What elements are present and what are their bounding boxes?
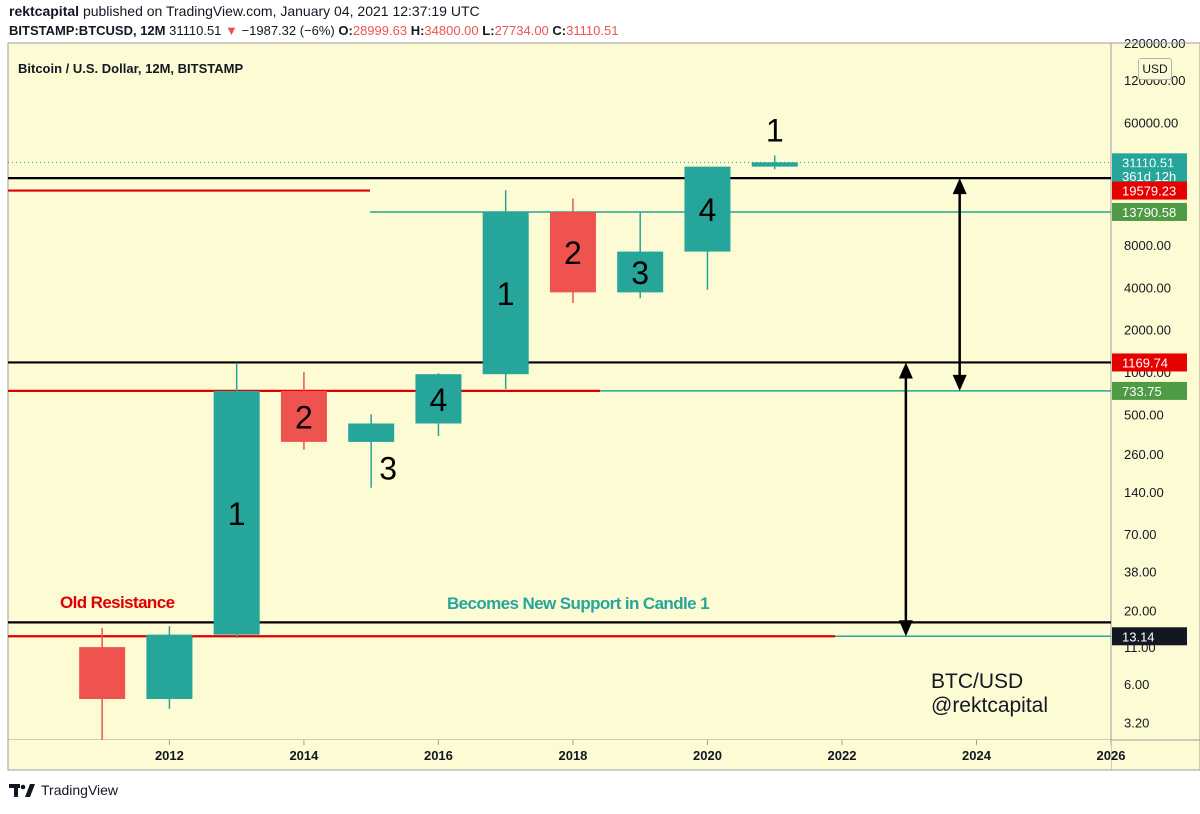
high-label: H: xyxy=(410,23,425,38)
candle-count-label: 2 xyxy=(295,399,313,435)
new-support-label: Becomes New Support in Candle 1 xyxy=(447,594,709,613)
publish-date: published on TradingView.com, January 04… xyxy=(82,3,480,19)
tradingview-logo-icon xyxy=(9,784,35,797)
candle-body xyxy=(348,423,395,442)
footer-brand[interactable]: TradingView xyxy=(9,782,118,798)
price-label-value: 1169.74 xyxy=(1122,355,1168,370)
price-change: −1987.32 (−6%) xyxy=(241,23,335,38)
time-tick-label: 2012 xyxy=(155,748,184,763)
candle-body xyxy=(684,166,731,252)
price-tick-label: 260.00 xyxy=(1124,447,1164,462)
low-label: L: xyxy=(482,23,495,38)
candle-count-label: 3 xyxy=(379,451,397,487)
time-tick-label: 2026 xyxy=(1097,748,1126,763)
high-value: 34800.00 xyxy=(424,23,479,38)
currency-button[interactable]: USD xyxy=(1138,58,1172,80)
arrow-head-down-icon xyxy=(898,620,913,637)
price-label-tag xyxy=(1112,627,1187,646)
candle-body xyxy=(213,390,260,635)
price-label-tag xyxy=(1112,202,1187,221)
down-triangle-icon: ▼ xyxy=(225,23,238,38)
candle-body xyxy=(79,647,126,700)
time-tick-label: 2014 xyxy=(289,748,319,763)
range-arrows xyxy=(898,178,967,637)
price-label-value: 733.75 xyxy=(1122,384,1162,399)
price-tick-label: 500.00 xyxy=(1124,407,1164,422)
price-tick-label: 60000.00 xyxy=(1124,115,1178,130)
time-axis-background xyxy=(8,740,1111,770)
watermark-pair: BTC/USD xyxy=(931,670,1023,693)
price-label-value: 361d 12h xyxy=(1122,169,1176,184)
arrow-head-up-icon xyxy=(952,178,967,195)
candle-body xyxy=(146,634,193,700)
time-tick-label: 2022 xyxy=(828,748,857,763)
price-label-value: 13790.58 xyxy=(1122,205,1176,220)
arrow-head-up-icon xyxy=(898,362,913,379)
price-label-tag xyxy=(1112,353,1187,372)
open-label: O: xyxy=(338,23,353,38)
price-tick-label: 8000.00 xyxy=(1124,238,1171,253)
candle-count-label: 4 xyxy=(430,382,448,418)
candle-count-label: 1 xyxy=(228,496,246,532)
old-resistance-label: Old Resistance xyxy=(60,593,175,612)
price-label-tag xyxy=(1112,381,1187,400)
chart-title: Bitcoin / U.S. Dollar, 12M, BITSTAMP xyxy=(18,61,243,76)
footer-brand-label: TradingView xyxy=(41,782,119,798)
time-axis-ticks: 2012 2014 2016 2018 2020 2022 2024 2026 xyxy=(7,42,1200,771)
publish-info: rektcapital published on TradingView.com… xyxy=(9,3,480,19)
candle-count-label: 4 xyxy=(699,192,717,228)
candle-count-label: 3 xyxy=(631,255,649,291)
horizontal-lines xyxy=(8,161,1111,638)
close-label: C: xyxy=(552,23,567,38)
time-tick-label: 2016 xyxy=(424,748,453,763)
last-price: 31110.51 xyxy=(169,23,222,38)
candle-body xyxy=(482,211,529,375)
candle-body xyxy=(751,162,798,167)
price-label-value: 13.14 xyxy=(1122,629,1155,644)
time-tick-label: 2024 xyxy=(962,748,992,763)
ohlc-bar: BITSTAMP:BTCUSD, 12M 31110.51 ▼ −1987.32… xyxy=(9,23,618,38)
price-tick-label: 4000.00 xyxy=(1124,280,1171,295)
price-label-tag xyxy=(1112,153,1187,172)
candle-body xyxy=(617,251,664,293)
close-value: 31110.51 xyxy=(566,23,619,38)
candle-count-label: 1 xyxy=(497,276,515,312)
chart-frame xyxy=(7,42,1200,771)
price-tick-label: 6.00 xyxy=(1124,677,1149,692)
candle-count-label: 2 xyxy=(564,235,582,271)
time-tick-label: 2020 xyxy=(693,748,722,763)
price-tick-label: 38.00 xyxy=(1124,565,1157,580)
time-tick-label: 2018 xyxy=(558,748,587,763)
price-label-value: 19579.23 xyxy=(1122,184,1176,199)
price-label-tag xyxy=(1112,167,1187,186)
candle-body xyxy=(415,374,462,424)
low-value: 27734.00 xyxy=(494,23,549,38)
arrow-head-down-icon xyxy=(952,374,967,391)
price-label-value: 31110.51 xyxy=(1122,155,1174,170)
candle-count-label: 1 xyxy=(766,112,784,148)
price-tick-label: 20.00 xyxy=(1124,604,1157,619)
symbol-name[interactable]: BITSTAMP:BTCUSD, 12M xyxy=(9,23,166,38)
price-tick-label: 2000.00 xyxy=(1124,323,1171,338)
open-value: 28999.63 xyxy=(352,23,408,38)
candle-body xyxy=(280,390,327,442)
price-tick-label: 3.20 xyxy=(1124,715,1149,730)
price-label-tag xyxy=(1112,181,1187,200)
watermark-handle: @rektcapital xyxy=(931,694,1048,717)
price-tick-label: 140.00 xyxy=(1124,485,1164,500)
price-tick-label: 70.00 xyxy=(1124,527,1157,542)
candle-body xyxy=(549,211,596,293)
author-name[interactable]: rektcapital xyxy=(9,3,80,19)
candles xyxy=(79,155,798,740)
